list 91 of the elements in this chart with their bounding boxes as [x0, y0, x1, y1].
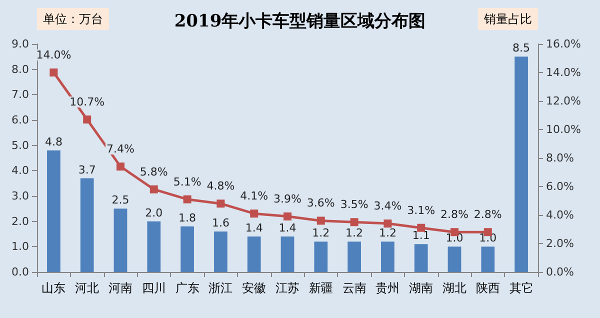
data-label: 3.7: [78, 163, 96, 176]
data-label: 2.5: [112, 194, 130, 207]
point: [50, 68, 58, 76]
point: [250, 210, 258, 218]
bar: [180, 226, 194, 272]
x-tick-label: 河南: [108, 281, 132, 295]
y2-tick-label: 10.0%: [546, 123, 581, 136]
x-tick-label: 陕西: [476, 281, 500, 295]
bar: [147, 221, 161, 272]
y-tick-label: 6.0: [12, 114, 29, 126]
x-tick-label: 浙江: [208, 281, 233, 295]
data-label: 4.8: [44, 135, 62, 148]
y-tick-label: 4.0: [12, 164, 29, 178]
data-label: 2.8%: [440, 208, 468, 222]
bar: [348, 242, 361, 272]
bar: [414, 244, 428, 272]
x-tick-label: 江苏: [276, 281, 300, 295]
point: [284, 212, 292, 220]
x-tick-label: 四川: [142, 281, 166, 295]
data-label: 8.5: [512, 42, 530, 55]
x-tick-label: 云南: [342, 281, 366, 295]
y-tick-label: 5.0: [12, 138, 29, 152]
bar: [481, 246, 495, 272]
y2-tick-label: 4.0%: [546, 208, 574, 222]
point: [183, 195, 192, 204]
x-tick-label: 贵州: [376, 281, 400, 295]
data-label: 2.8%: [474, 208, 502, 222]
bar: [280, 236, 294, 272]
point: [216, 200, 225, 208]
y-tick-label: 8.0: [12, 62, 29, 76]
x-tick-label: 河北: [75, 281, 100, 295]
x-tick-label: 安徽: [242, 281, 266, 295]
x-tick-label: 新疆: [308, 281, 333, 295]
bar: [314, 242, 328, 272]
point: [350, 218, 358, 226]
x-tick-label: 山东: [42, 281, 66, 295]
chart-title: 2019年小卡车型销量区域分布图: [174, 12, 426, 32]
data-label: 5.1%: [173, 175, 202, 188]
y-tick-label: 9.0: [12, 38, 29, 50]
x-tick-label: 湖北: [442, 281, 466, 295]
data-label: 1.4: [278, 222, 296, 235]
data-label: 4.8%: [206, 180, 235, 193]
point: [83, 116, 92, 124]
y-tick-label: 3.0: [12, 190, 29, 202]
data-label: 3.4%: [374, 200, 402, 213]
data-label: 14.0%: [36, 48, 72, 62]
data-label: 1.1: [412, 229, 430, 242]
data-label: 7.4%: [106, 142, 134, 156]
bar: [448, 246, 462, 272]
data-label: 10.7%: [70, 96, 105, 109]
bar: [381, 242, 394, 272]
x-tick-label: 广东: [175, 281, 200, 295]
data-label: 1.2: [378, 226, 396, 240]
point: [316, 216, 325, 225]
bar: [514, 56, 528, 272]
bar: [214, 231, 228, 272]
y2-tick-label: 0.0%: [546, 266, 574, 278]
data-label: 5.8%: [140, 165, 168, 178]
data-label: 3.5%: [340, 198, 368, 212]
y-axis-title: 单位：万台: [43, 12, 103, 26]
y-tick-label: 0.0: [12, 266, 29, 278]
data-label: 3.6%: [306, 196, 335, 210]
y2-tick-label: 6.0%: [546, 180, 574, 193]
y2-tick-label: 2.0%: [546, 237, 574, 250]
y2-axis-title: 销量占比: [483, 12, 532, 26]
y2-tick-label: 12.0%: [546, 94, 581, 108]
point: [116, 162, 124, 171]
data-label: 3.1%: [407, 204, 436, 217]
bar: [247, 236, 261, 272]
data-label: 2.0: [145, 206, 163, 220]
data-label: 3.9%: [274, 192, 302, 206]
y2-tick-label: 14.0%: [546, 66, 581, 79]
x-tick-label: 湖南: [409, 281, 434, 295]
data-label: 1.2: [346, 226, 364, 240]
data-label: 1.8: [178, 211, 196, 224]
x-tick-label: 其它: [509, 281, 534, 295]
data-label: 4.1%: [240, 190, 268, 203]
bar: [114, 208, 128, 272]
data-label: 1.6: [212, 216, 230, 230]
point: [384, 220, 392, 228]
y2-tick-label: 16.0%: [546, 38, 581, 50]
point: [150, 185, 158, 194]
y-tick-label: 7.0: [12, 88, 29, 102]
data-label: 1.4: [245, 222, 263, 235]
data-label: 1.2: [312, 226, 330, 240]
data-label: 1.0: [479, 232, 497, 245]
y-tick-label: 2.0: [12, 214, 29, 228]
y2-tick-label: 8.0%: [546, 152, 574, 164]
bar: [80, 178, 94, 272]
y-tick-label: 1.0: [12, 240, 29, 254]
bar: [47, 150, 60, 272]
